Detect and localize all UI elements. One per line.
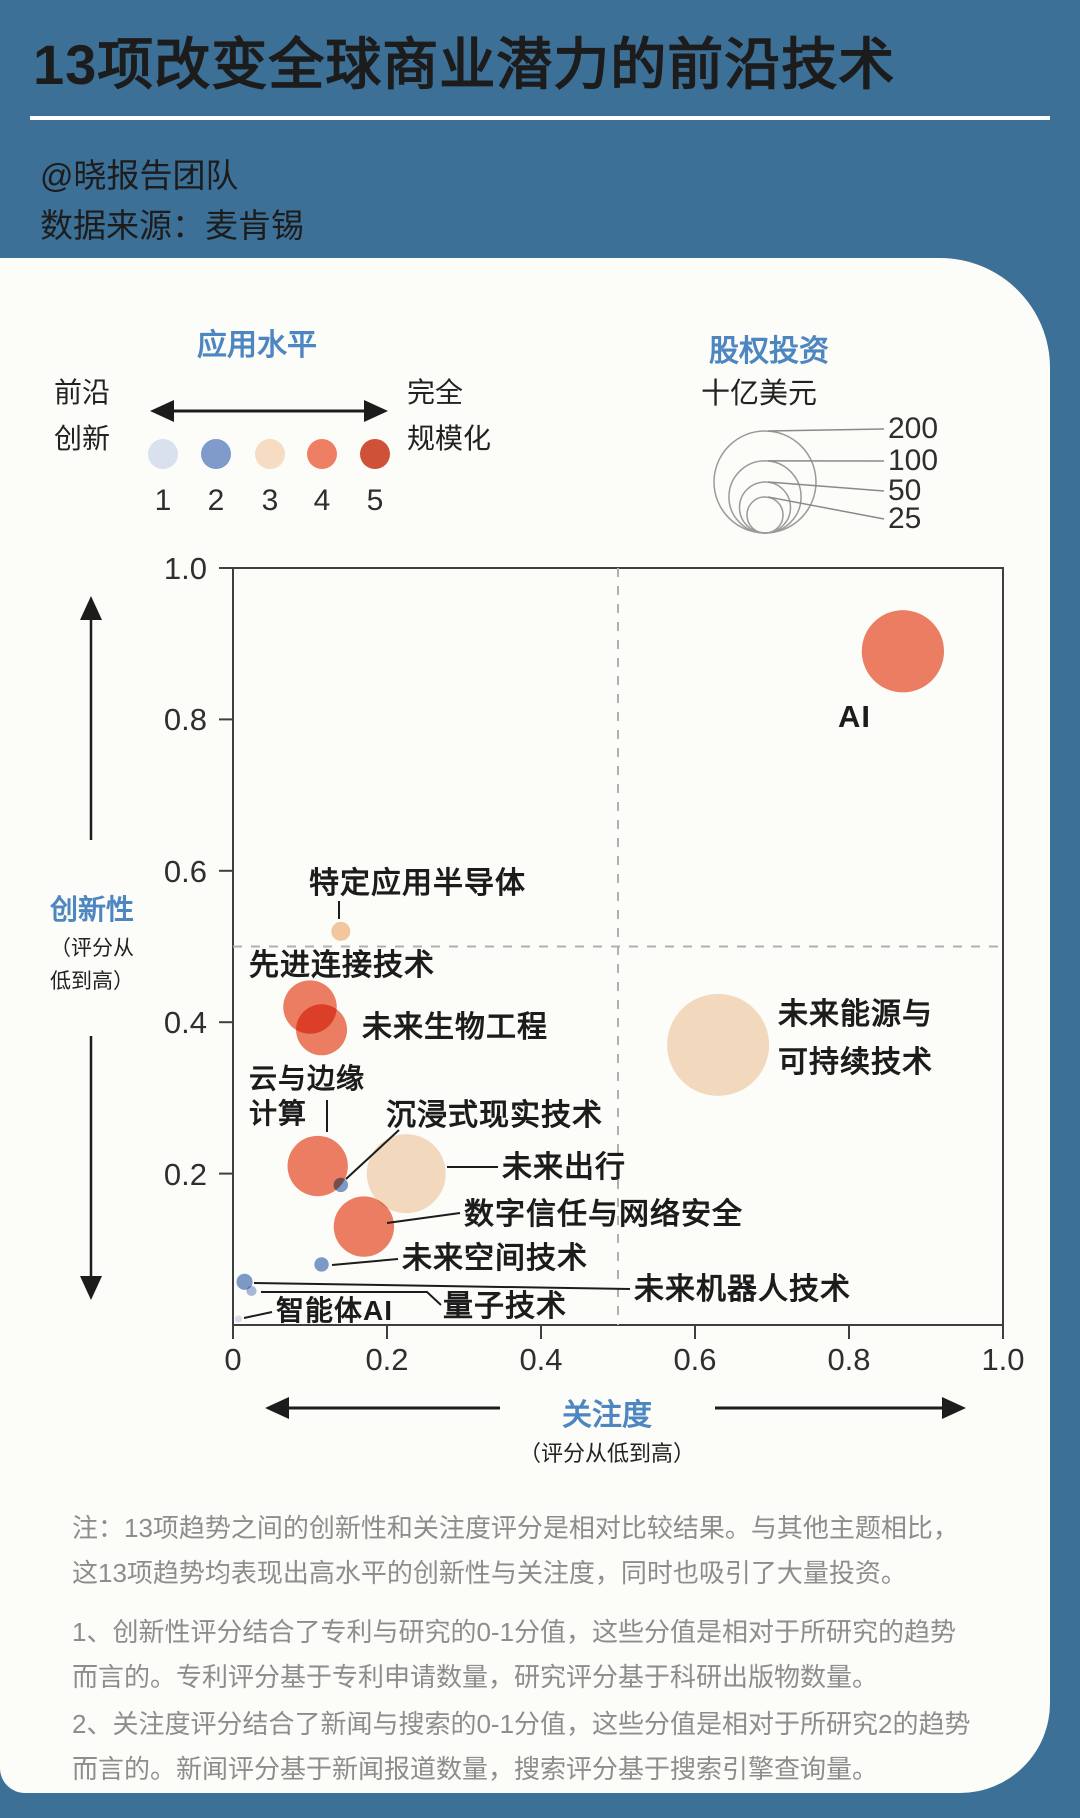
bubble-label-immersive: 沉浸式现实技术 xyxy=(386,1099,603,1132)
bubble-label-connectivity: 先进连接技术 xyxy=(249,949,435,982)
note-paragraph-3: 2、关注度评分结合了新闻与搜索的0-1分值，这些分值是相对于所研究2的趋势 而言… xyxy=(72,1709,971,1784)
x-tick-label-0.2: 0.2 xyxy=(365,1342,409,1377)
bubble-label-semiconductors: 特定应用半导体 xyxy=(309,867,526,900)
size-legend-line-50 xyxy=(767,481,885,492)
page-title: 13项改变全球商业潜力的前沿技术 xyxy=(33,33,896,96)
x-tick-label-0: 0 xyxy=(224,1342,242,1377)
note-paragraph-2: 1、创新性评分结合了专利与研究的0-1分值，这些分值是相对于所研究的趋势 而言的… xyxy=(72,1617,957,1692)
bubble-label-mobility: 未来出行 xyxy=(502,1151,626,1184)
x-arrow-right-head xyxy=(942,1397,966,1419)
size-legend-label-50: 50 xyxy=(888,474,922,507)
bubble-label-energy: 未来能源与 可持续技术 xyxy=(778,998,933,1079)
bubble-digital_trust xyxy=(333,1196,395,1257)
bubble-quantum xyxy=(246,1285,257,1297)
legend-level-dot-2 xyxy=(201,439,231,469)
y-arrow-down-head xyxy=(80,1276,102,1300)
leader-line-agent_ai xyxy=(243,1311,273,1319)
legend-level-dot-4 xyxy=(307,439,337,469)
size-legend-circle-50 xyxy=(738,481,792,534)
application-arrow-right-head xyxy=(364,400,388,422)
chart-card xyxy=(0,258,1050,1793)
bubble-label-space: 未来空间技术 xyxy=(402,1242,588,1275)
investment-legend-title: 股权投资 xyxy=(709,335,829,368)
leader-line-digital_trust xyxy=(386,1212,461,1224)
investment-legend-unit: 十亿美元 xyxy=(700,378,817,410)
application-level-legend-title: 应用水平 xyxy=(197,329,317,362)
bubble-label-bioengineering: 未来生物工程 xyxy=(362,1011,548,1044)
leader-line-quantum xyxy=(261,1291,442,1306)
bubble-label-digital_trust: 数字信任与网络安全 xyxy=(464,1198,743,1231)
x-tick-label-0.8: 0.8 xyxy=(827,1342,871,1377)
y-axis-label: 创新性 xyxy=(50,894,135,925)
bubble-label-robotics: 未来机器人技术 xyxy=(634,1273,851,1306)
x-tick-label-0.6: 0.6 xyxy=(673,1342,717,1377)
bubble-energy xyxy=(667,993,770,1096)
legend-level-number-5: 5 xyxy=(366,484,384,517)
byline: @晓报告团队 xyxy=(40,157,239,194)
y-tick-label-1.0: 1.0 xyxy=(163,551,207,586)
leader-line-space xyxy=(331,1258,399,1266)
legend-level-number-1: 1 xyxy=(154,484,172,517)
bubble-mobility xyxy=(366,1134,446,1214)
y-tick-label-0.8: 0.8 xyxy=(163,702,207,738)
data-source: 数据来源：麦肯锡 xyxy=(40,207,304,244)
legend-low-label: 前沿 创新 xyxy=(54,377,111,454)
x-tick-label-1.0: 1.0 xyxy=(981,1342,1025,1377)
note-paragraph-1: 注：13项趋势之间的创新性和关注度评分是相对比较结果。与其他主题相比， 这13项… xyxy=(72,1513,959,1588)
bubble-cloud xyxy=(287,1135,348,1197)
bubble-agent_ai xyxy=(234,1315,242,1323)
legend-level-dot-3 xyxy=(255,439,285,469)
legend-level-number-2: 2 xyxy=(207,484,225,517)
bubble-robotics xyxy=(236,1273,253,1290)
bubble-bioengineering xyxy=(296,1004,348,1056)
x-axis-sublabel: （评分从低到高） xyxy=(518,1441,695,1466)
bubble-space xyxy=(314,1257,329,1272)
y-axis-sublabel: （评分从 低到高） xyxy=(50,937,134,993)
legend-level-dot-1 xyxy=(148,439,178,469)
y-tick-label-0.2: 0.2 xyxy=(163,1156,207,1192)
bubble-label-agent_ai: 智能体AI xyxy=(276,1295,394,1326)
legend-level-number-4: 4 xyxy=(313,484,331,517)
size-legend-circle-25 xyxy=(746,496,784,534)
legend-level-number-3: 3 xyxy=(261,484,279,517)
y-arrow-up-head xyxy=(80,596,102,620)
leader-line-robotics xyxy=(253,1282,631,1290)
leader-line-immersive xyxy=(345,1129,400,1180)
bubble-label-cloud: 云与边缘 计算 xyxy=(249,1063,366,1129)
bubble-label-ai: AI xyxy=(838,699,871,734)
bubble-ai xyxy=(861,610,945,693)
bubble-immersive xyxy=(333,1177,349,1193)
legend-high-label: 完全 规模化 xyxy=(407,377,492,454)
application-arrow-left-head xyxy=(150,400,174,422)
x-tick-label-0.4: 0.4 xyxy=(519,1342,563,1377)
size-legend-line-25 xyxy=(767,496,885,520)
bubble-label-quantum: 量子技术 xyxy=(443,1290,567,1323)
x-axis-label: 关注度 xyxy=(562,1399,652,1432)
y-tick-label-0.4: 0.4 xyxy=(163,1005,207,1041)
y-tick-label-0.6: 0.6 xyxy=(163,853,207,889)
size-legend-label-25: 25 xyxy=(888,502,922,535)
legend-level-dot-5 xyxy=(360,439,390,469)
size-legend-label-200: 200 xyxy=(888,412,939,445)
title-divider xyxy=(30,116,1050,120)
size-legend-line-200 xyxy=(767,428,885,432)
size-legend-label-100: 100 xyxy=(888,444,939,477)
x-arrow-left-head xyxy=(265,1397,289,1419)
bubble-semiconductors xyxy=(331,921,351,941)
